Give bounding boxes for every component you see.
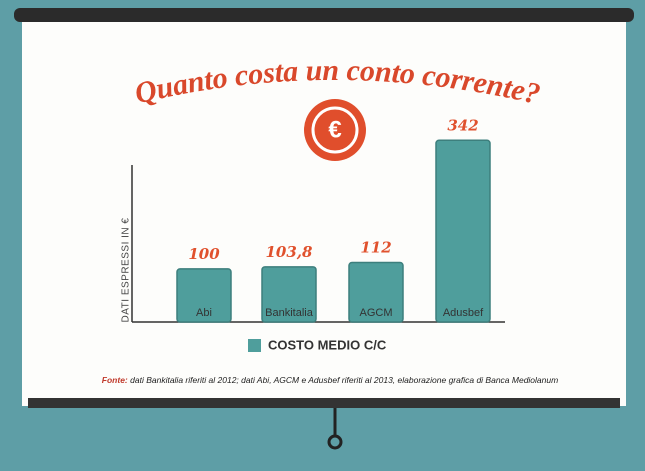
bar [436, 140, 490, 322]
board-bottom-bar [28, 398, 620, 408]
x-tick-label: Bankitalia [265, 307, 314, 319]
value-label: 342 [447, 116, 478, 134]
value-label: 103,8 [266, 243, 314, 261]
legend-swatch [248, 339, 261, 352]
x-tick-label: AGCM [360, 307, 393, 319]
legend-label: COSTO MEDIO C/C [268, 337, 387, 352]
board-top-bar [14, 8, 634, 22]
value-label: 100 [188, 245, 220, 263]
infographic: Quanto costa un conto corrente? € DATI E… [0, 0, 645, 471]
source-label: Fonte: [102, 375, 128, 385]
x-tick-label: Abi [196, 307, 212, 319]
source-note: Fonte: dati Bankitalia riferiti al 2012;… [102, 375, 558, 385]
source-text: dati Bankitalia riferiti al 2012; dati A… [130, 375, 558, 385]
y-axis-label: DATI ESPRESSI IN € [121, 218, 132, 323]
x-tick-label: Adusbef [443, 307, 484, 319]
badge-symbol: € [328, 116, 341, 143]
value-label: 112 [360, 238, 391, 256]
